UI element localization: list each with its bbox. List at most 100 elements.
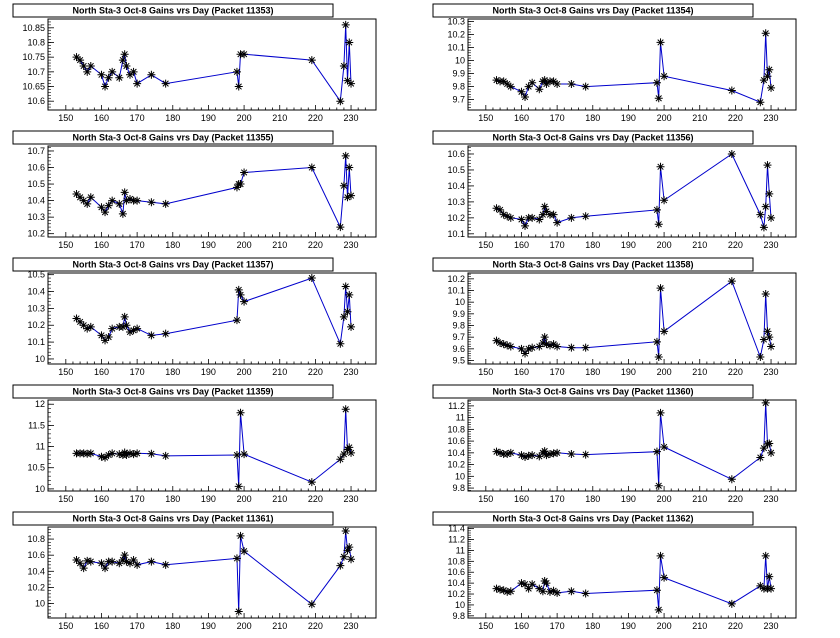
y-tick-label: 10.85 bbox=[22, 23, 45, 33]
data-point bbox=[240, 168, 249, 177]
data-point bbox=[542, 80, 551, 88]
y-tick-label: 10.6 bbox=[447, 436, 465, 446]
y-tick-label: 10.4 bbox=[27, 566, 45, 576]
data-point bbox=[147, 198, 156, 207]
data-point bbox=[660, 573, 669, 582]
data-point bbox=[86, 193, 95, 202]
y-tick-label: 10.8 bbox=[27, 534, 45, 544]
chart-title: North Sta-3 Oct-8 Gains vrs Day (Packet … bbox=[492, 514, 693, 524]
chart-svg: 150 160 170 180 190 200 210 220 230 10.1 10.2 10.3 1… bbox=[432, 130, 797, 250]
data-point bbox=[549, 77, 558, 86]
x-tick-label: 180 bbox=[585, 494, 600, 504]
data-point bbox=[118, 209, 127, 218]
x-tick-label: 150 bbox=[478, 621, 493, 631]
data-point bbox=[553, 80, 562, 88]
data-point bbox=[101, 82, 110, 91]
data-point bbox=[496, 339, 505, 347]
data-point bbox=[503, 450, 512, 459]
x-tick-label: 180 bbox=[165, 113, 180, 123]
data-point bbox=[339, 61, 348, 70]
data-point bbox=[97, 559, 106, 568]
y-tick-label: 10.6 bbox=[27, 96, 45, 106]
y-tick-label: 9.8 bbox=[452, 82, 465, 92]
x-tick-label: 200 bbox=[237, 367, 252, 377]
x-tick-label: 180 bbox=[165, 494, 180, 504]
y-tick-label: 10 bbox=[35, 354, 45, 364]
x-tick-label: 220 bbox=[308, 494, 323, 504]
data-point bbox=[553, 448, 562, 457]
data-point bbox=[126, 559, 134, 568]
series-line bbox=[496, 402, 772, 486]
data-point bbox=[506, 82, 515, 91]
data-point bbox=[506, 342, 515, 351]
data-point bbox=[83, 199, 92, 208]
x-tick-label: 210 bbox=[272, 240, 287, 250]
x-tick-label: 160 bbox=[514, 240, 529, 250]
data-point bbox=[341, 20, 350, 29]
data-point bbox=[147, 557, 156, 566]
x-tick-label: 220 bbox=[308, 367, 323, 377]
x-tick-label: 170 bbox=[130, 240, 145, 250]
y-tick-label: 10.2 bbox=[447, 460, 465, 470]
data-point bbox=[756, 453, 765, 462]
data-point bbox=[126, 194, 134, 203]
plot-frame bbox=[47, 526, 377, 619]
data-point bbox=[761, 290, 770, 298]
y-tick-label: 11.2 bbox=[448, 535, 465, 545]
chart-title: North Sta-3 Oct-8 Gains vrs Day (Packet … bbox=[492, 133, 693, 143]
plot-frame bbox=[467, 399, 797, 492]
x-tick-label: 210 bbox=[692, 494, 707, 504]
x-tick-label: 150 bbox=[58, 113, 73, 123]
x-tick-label: 200 bbox=[237, 494, 252, 504]
data-point bbox=[336, 561, 345, 570]
data-point bbox=[535, 342, 544, 351]
data-point bbox=[524, 584, 533, 593]
x-tick-label: 170 bbox=[550, 494, 565, 504]
x-tick-label: 200 bbox=[657, 113, 672, 123]
data-point bbox=[517, 87, 526, 96]
data-point bbox=[535, 215, 544, 224]
y-tick-label: 12 bbox=[35, 399, 45, 409]
data-point bbox=[503, 80, 512, 88]
data-point bbox=[115, 559, 124, 568]
y-tick-label: 11.2 bbox=[448, 401, 465, 411]
data-point bbox=[307, 274, 316, 283]
x-tick-label: 150 bbox=[478, 240, 493, 250]
series-line bbox=[496, 153, 772, 228]
data-point bbox=[232, 451, 241, 460]
data-point bbox=[339, 181, 348, 190]
data-point bbox=[234, 482, 243, 491]
chart-title-box bbox=[432, 511, 754, 526]
x-tick-label: 210 bbox=[692, 113, 707, 123]
data-point bbox=[343, 76, 352, 85]
data-point bbox=[759, 444, 768, 453]
y-tick-label: 10.5 bbox=[447, 165, 465, 175]
data-point bbox=[101, 336, 110, 345]
data-point bbox=[767, 448, 776, 457]
x-tick-label: 170 bbox=[130, 367, 145, 377]
data-point bbox=[567, 587, 576, 596]
data-point bbox=[339, 552, 348, 561]
data-point bbox=[767, 342, 776, 351]
chart-title: North Sta-3 Oct-8 Gains vrs Day (Packet … bbox=[492, 387, 693, 397]
data-point bbox=[496, 205, 505, 214]
x-tick-label: 210 bbox=[272, 621, 287, 631]
x-tick-label: 190 bbox=[621, 113, 636, 123]
data-point bbox=[581, 589, 590, 598]
x-tick-label: 230 bbox=[344, 240, 359, 250]
x-tick-label: 190 bbox=[621, 240, 636, 250]
y-tick-label: 10 bbox=[35, 599, 45, 609]
x-tick-label: 190 bbox=[201, 240, 216, 250]
data-point bbox=[108, 67, 117, 76]
data-point bbox=[581, 212, 590, 221]
data-point bbox=[336, 339, 345, 348]
data-point bbox=[496, 448, 505, 457]
data-point bbox=[652, 337, 661, 346]
y-tick-label: 10.75 bbox=[22, 52, 45, 62]
data-point bbox=[79, 321, 88, 330]
data-point bbox=[654, 353, 663, 361]
data-point bbox=[343, 193, 352, 202]
data-point bbox=[763, 327, 772, 336]
data-point bbox=[553, 342, 562, 351]
y-tick-label: 10 bbox=[455, 471, 465, 481]
